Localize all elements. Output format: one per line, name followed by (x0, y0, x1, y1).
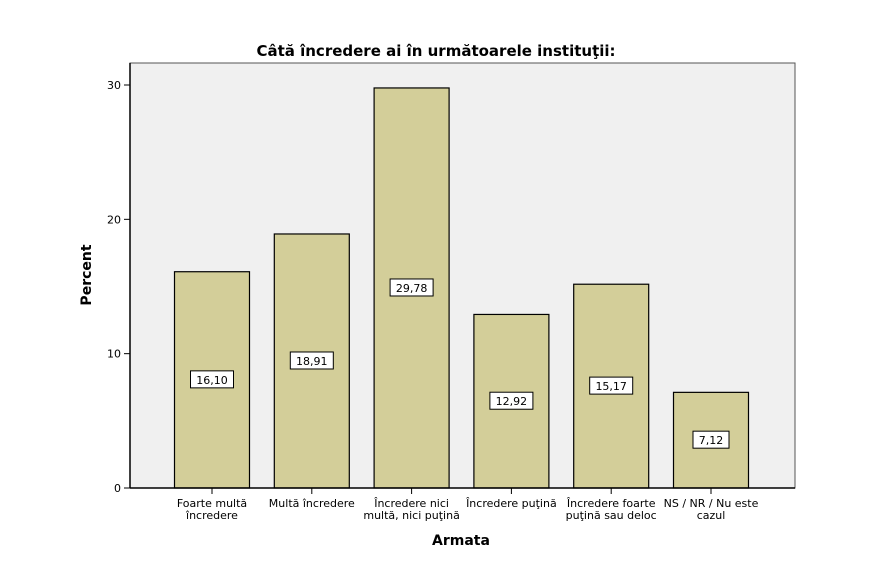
data-label: 16,10 (196, 374, 228, 387)
data-label-box (589, 376, 634, 395)
x-tick-label: Multă încredere (269, 497, 355, 510)
data-label: 12,92 (496, 395, 528, 408)
x-tick-label: Încredere puţină (465, 497, 557, 510)
x-tick-label: Foarte multă încredere (177, 497, 247, 522)
data-label: 18,91 (296, 355, 328, 368)
data-label: 29,78 (396, 282, 428, 295)
chart-title: Câtă încredere ai în următoarele institu… (256, 42, 615, 60)
data-label: 15,17 (595, 380, 627, 393)
y-tick-label: 20 (107, 213, 121, 226)
data-label: 7,12 (699, 434, 724, 447)
data-label-box (692, 430, 730, 449)
x-tick-label: Încredere foarte puţină sau deloc (566, 497, 657, 522)
data-label-box (190, 370, 234, 389)
data-label-box (289, 351, 334, 370)
x-axis-label: Armata (432, 533, 490, 549)
data-label-box (389, 278, 434, 297)
y-tick-label: 0 (114, 482, 121, 495)
y-tick-label: 10 (107, 348, 121, 361)
x-tick-label: Încredere nici multă, nici puţină (363, 497, 459, 522)
y-axis-label: Percent (79, 244, 95, 305)
y-tick-label: 30 (107, 79, 121, 92)
x-tick-label: NS / NR / Nu este cazul (664, 497, 759, 522)
data-label-box (489, 391, 534, 410)
